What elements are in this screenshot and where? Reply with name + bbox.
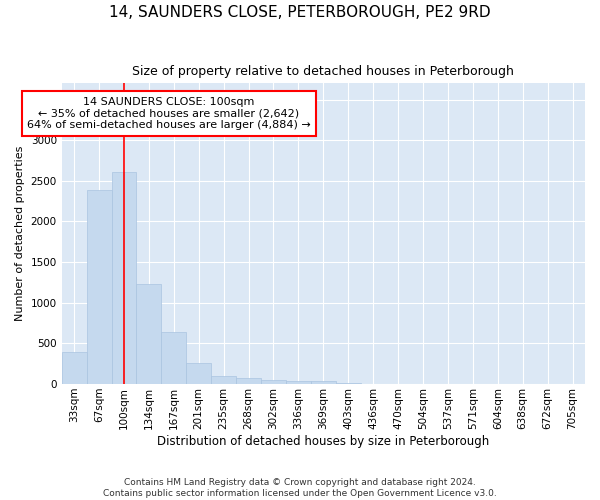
Bar — [186, 364, 211, 384]
Y-axis label: Number of detached properties: Number of detached properties — [15, 146, 25, 322]
Title: Size of property relative to detached houses in Peterborough: Size of property relative to detached ho… — [133, 65, 514, 78]
Bar — [86, 190, 112, 384]
Bar — [336, 383, 361, 384]
Text: 14, SAUNDERS CLOSE, PETERBOROUGH, PE2 9RD: 14, SAUNDERS CLOSE, PETERBOROUGH, PE2 9R… — [109, 5, 491, 20]
Bar — [112, 172, 136, 384]
Bar — [136, 284, 161, 384]
Bar — [62, 352, 86, 384]
Bar — [236, 378, 261, 384]
Text: Contains HM Land Registry data © Crown copyright and database right 2024.
Contai: Contains HM Land Registry data © Crown c… — [103, 478, 497, 498]
Text: 14 SAUNDERS CLOSE: 100sqm
← 35% of detached houses are smaller (2,642)
64% of se: 14 SAUNDERS CLOSE: 100sqm ← 35% of detac… — [27, 97, 311, 130]
Bar — [311, 381, 336, 384]
Bar — [161, 332, 186, 384]
Bar — [261, 380, 286, 384]
X-axis label: Distribution of detached houses by size in Peterborough: Distribution of detached houses by size … — [157, 434, 490, 448]
Bar — [211, 376, 236, 384]
Bar — [286, 381, 311, 384]
